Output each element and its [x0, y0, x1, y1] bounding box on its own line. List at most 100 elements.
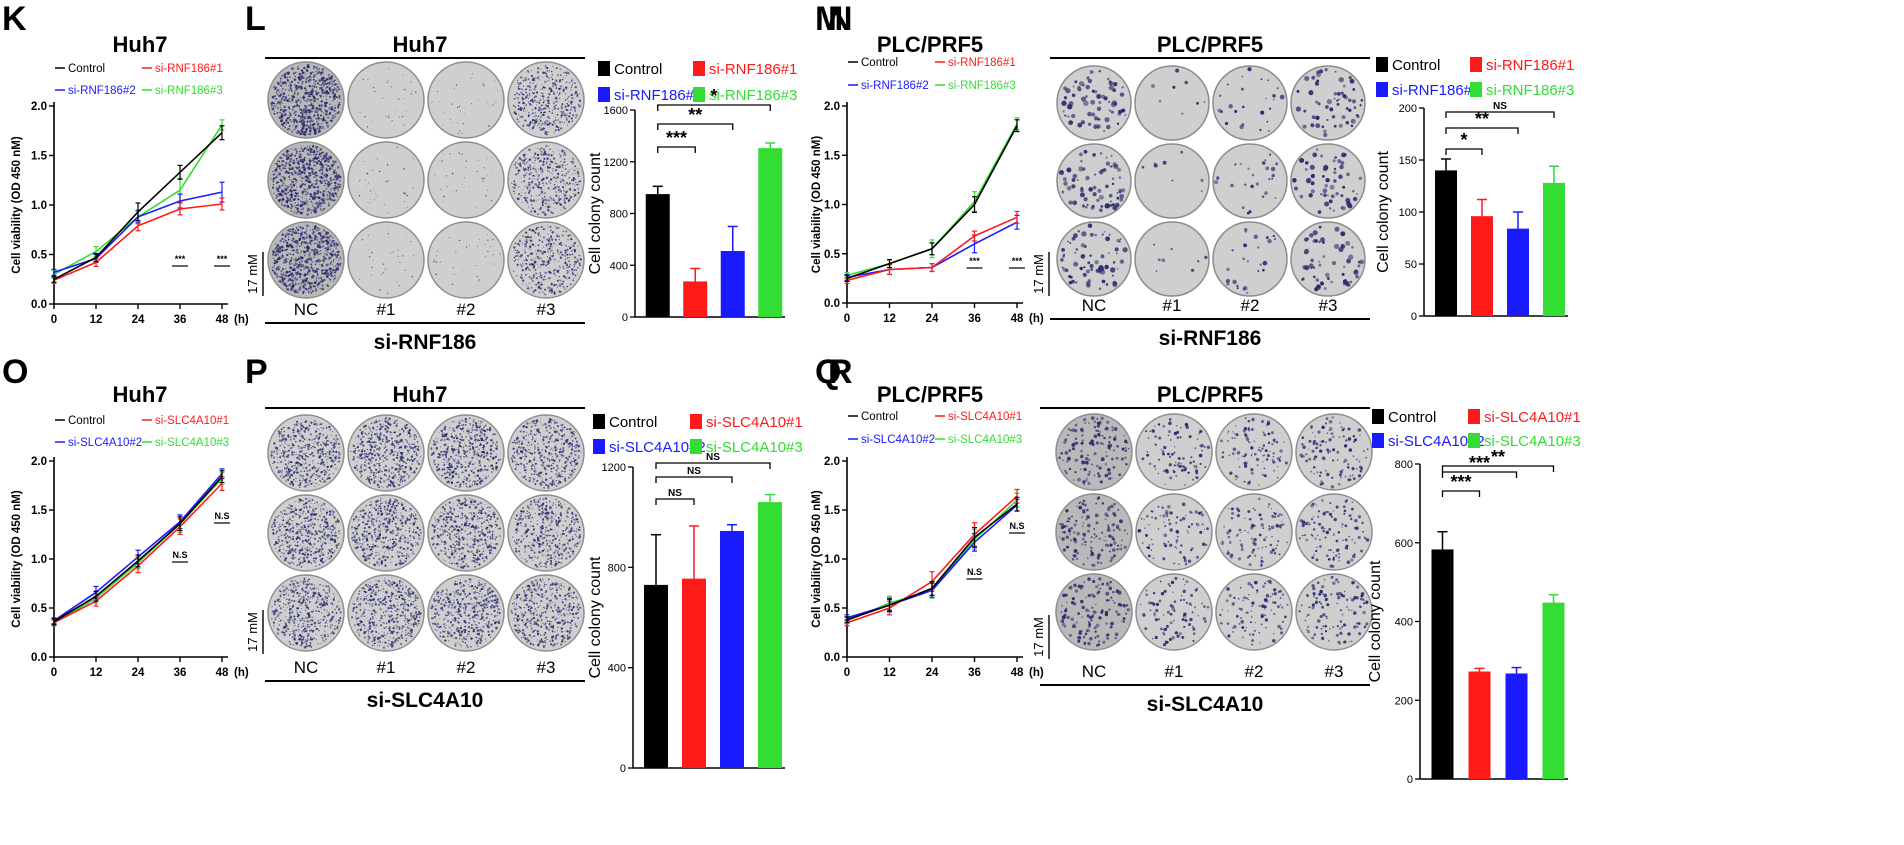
colony-dot	[273, 442, 276, 445]
colony-dot	[540, 264, 542, 267]
colony-dot	[285, 239, 287, 242]
colony-dot	[330, 76, 333, 79]
colony-dot	[318, 227, 321, 230]
colony-dot	[321, 86, 324, 89]
colony-dot	[309, 71, 313, 75]
colony-dot	[531, 243, 535, 246]
colony-dot	[523, 174, 526, 177]
colony-dot	[551, 172, 553, 174]
legend-label: si-SLC4A10#1	[155, 415, 229, 427]
colony-dot	[367, 234, 369, 236]
colony-dot	[293, 454, 295, 456]
colony-dot	[567, 104, 570, 106]
colony-dot	[564, 159, 566, 161]
colony-dot	[542, 260, 545, 263]
colony-dot	[559, 256, 563, 259]
colony-dot	[282, 153, 285, 156]
colony-dot	[1270, 166, 1276, 172]
colony-dot	[276, 165, 280, 168]
colony-dot	[301, 418, 303, 420]
colony-dot	[1068, 280, 1073, 285]
colony-dot	[536, 67, 539, 70]
colony-dot	[297, 68, 299, 70]
colony-dot	[534, 91, 536, 93]
colony-dot	[571, 253, 574, 256]
colony-dot	[329, 197, 332, 200]
colony-dot	[280, 118, 283, 121]
colony-dot	[314, 225, 317, 228]
colony-dot	[462, 122, 464, 125]
colony-dot	[445, 175, 448, 177]
colony-dot	[543, 192, 546, 195]
colony-dot	[295, 277, 297, 279]
colony-dot	[331, 173, 333, 175]
colony-dot	[276, 276, 279, 278]
colony-dot	[294, 259, 297, 262]
colony-dot	[317, 237, 319, 239]
colony-dot	[412, 187, 414, 189]
colony-dot	[281, 160, 284, 163]
colony-dot	[1080, 96, 1087, 102]
colony-dot	[1110, 267, 1116, 273]
colony-dot	[526, 235, 530, 239]
colony-dot	[567, 200, 570, 202]
colony-dot	[531, 178, 533, 180]
colony-dot	[1081, 167, 1086, 171]
colony-dot	[1345, 240, 1351, 246]
colony-dot	[303, 485, 306, 488]
colony-dot	[536, 71, 540, 74]
colony-dot	[303, 470, 306, 472]
colony-dot	[522, 101, 525, 104]
colony-dot	[334, 84, 336, 86]
colony-dot	[294, 464, 296, 466]
colony-dot	[309, 134, 311, 136]
colony-dot	[516, 79, 518, 81]
colony-dot	[277, 107, 279, 109]
colony-dot	[324, 106, 326, 108]
colony-dot	[299, 153, 302, 156]
colony-dot	[413, 254, 415, 256]
colony-dot	[313, 76, 315, 78]
colony-dot	[1272, 94, 1276, 98]
colony-dot	[297, 232, 300, 235]
colony-dot	[1068, 200, 1073, 205]
colony-dot	[570, 94, 573, 97]
colony-dot	[487, 250, 489, 253]
colony-dot	[559, 153, 561, 155]
colony-dot	[340, 98, 342, 100]
colony-dot	[277, 174, 279, 176]
colony-dot	[540, 150, 543, 153]
colony-dot	[313, 153, 315, 156]
colony-dot	[296, 173, 300, 176]
colony-dot	[305, 230, 308, 232]
colony-dot	[335, 88, 338, 91]
colony-dot	[292, 105, 295, 108]
colony-dot	[490, 246, 491, 247]
colony-dot	[1101, 279, 1106, 284]
colony-dot	[296, 271, 299, 274]
colony-dot	[311, 71, 314, 73]
colony-dot	[1087, 223, 1093, 228]
colony-dot	[277, 268, 280, 271]
colony-dot	[564, 198, 565, 199]
colony-dot	[303, 202, 306, 206]
colony-dot	[1324, 272, 1330, 278]
colony-dot	[313, 196, 316, 199]
colony-dot	[309, 95, 311, 98]
colony-dot	[537, 157, 540, 160]
colony-dot	[321, 171, 324, 173]
colony-dot	[329, 165, 331, 167]
colony-dot	[521, 96, 523, 99]
colony-dot	[295, 477, 297, 480]
colony-dot	[564, 251, 567, 254]
colony-dot	[321, 91, 325, 95]
colony-dot	[298, 433, 300, 435]
colony-dot	[514, 193, 516, 195]
colony-dot	[451, 103, 454, 105]
colony-dot	[545, 243, 548, 246]
colony-dot	[532, 162, 534, 164]
colony-dot	[547, 209, 550, 212]
colony-dot	[322, 236, 325, 239]
colony-dot	[324, 179, 326, 181]
colony-dot	[492, 163, 493, 165]
